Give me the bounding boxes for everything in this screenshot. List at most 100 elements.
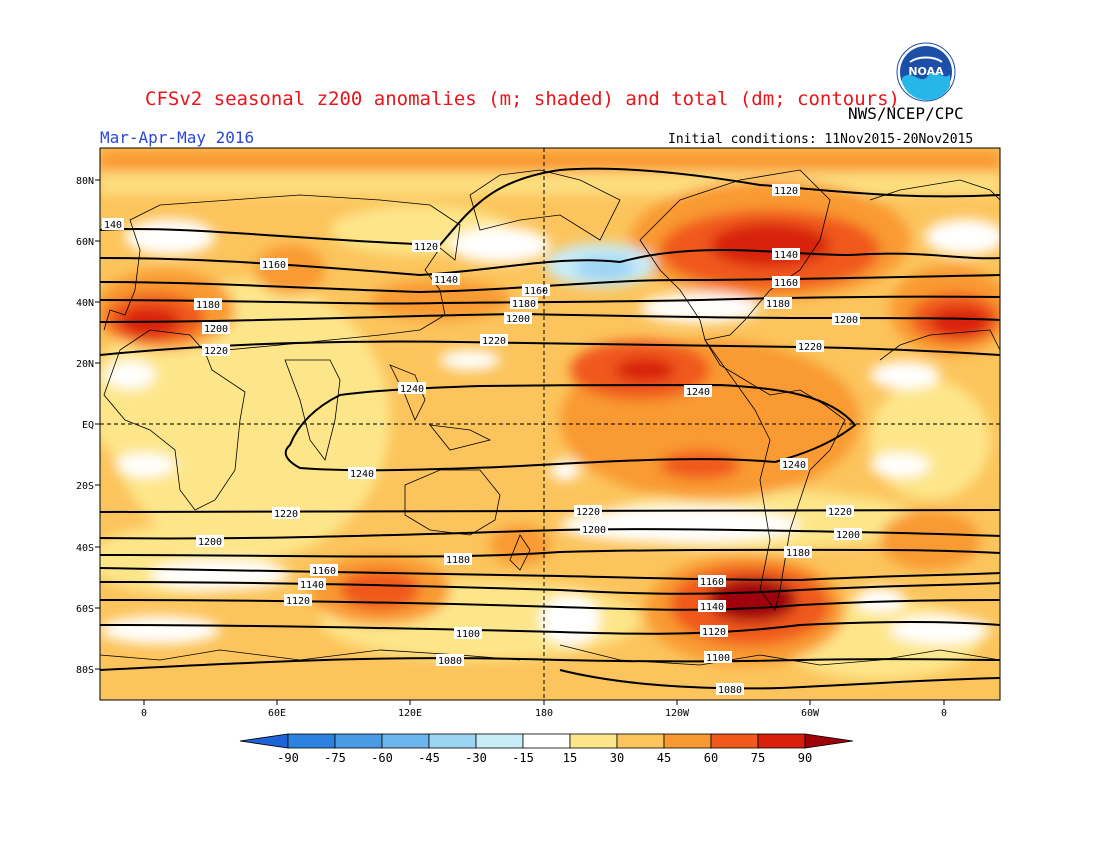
colorbar-arrow-low [239,733,289,749]
lat-label: EQ [82,420,94,431]
svg-text:1180: 1180 [786,548,810,559]
latitude-labels: 80N 60N 40N 20N EQ 20S 40S 60S 80S [76,176,94,676]
contour-label: 1220 [826,505,854,518]
contour-label: 1100 [704,651,732,664]
svg-text:1140: 1140 [700,602,724,613]
svg-text:1200: 1200 [582,525,606,536]
initial-conditions-label: Initial conditions: 11Nov2015-20Nov2015 [668,132,974,147]
lat-label: 80S [76,665,94,676]
svg-text:1180: 1180 [196,300,220,311]
svg-text:1140: 1140 [300,580,324,591]
svg-text:NOAA: NOAA [908,65,944,78]
svg-text:1200: 1200 [506,314,530,325]
contour-label: 1200 [202,322,230,335]
svg-text:1200: 1200 [834,315,858,326]
contour-label: 140 [102,218,124,231]
season-label: Mar-Apr-May 2016 [100,128,255,147]
contour-label: 1080 [716,683,744,696]
colorbar-swatch [334,733,383,749]
svg-text:1160: 1160 [774,278,798,289]
lon-label: 60W [801,708,820,719]
contour-label: 1200 [504,312,532,325]
svg-text:1180: 1180 [512,299,536,310]
contour-label: 1160 [310,564,338,577]
lon-label: 120E [398,708,422,719]
contour-label: 1120 [772,184,800,197]
svg-text:1180: 1180 [446,555,470,566]
colorbar-swatch [522,733,571,749]
contour-label: 1200 [580,523,608,536]
contour-label: 1180 [194,298,222,311]
chart-title: CFSv2 seasonal z200 anomalies (m; shaded… [145,88,900,110]
colorbar-swatch [569,733,618,749]
svg-text:1220: 1220 [274,509,298,520]
contour-label: 1180 [764,297,792,310]
colorbar-label: 60 [704,751,718,765]
svg-text:1200: 1200 [204,324,228,335]
colorbar-label: -15 [512,751,534,765]
contour-label: 1200 [834,528,862,541]
svg-text:1240: 1240 [686,387,710,398]
contour-label: 1240 [780,458,808,471]
svg-text:1140: 1140 [774,250,798,261]
lon-label: 180 [535,708,553,719]
svg-text:1160: 1160 [700,577,724,588]
contour-label: 1220 [480,334,508,347]
contour-label: 1220 [202,344,230,357]
svg-text:1080: 1080 [718,685,742,696]
noaa-logo-icon: NOAA [896,42,956,102]
colorbar-label: -30 [465,751,487,765]
colorbar-label: 30 [610,751,624,765]
svg-text:1220: 1220 [576,507,600,518]
svg-text:1120: 1120 [774,186,798,197]
contour-label: 1200 [196,535,224,548]
contour-label: 1120 [700,625,728,638]
contour-label: 1180 [784,546,812,559]
svg-text:1220: 1220 [798,342,822,353]
lat-label: 20N [76,359,94,370]
svg-text:1160: 1160 [262,260,286,271]
svg-text:1120: 1120 [702,627,726,638]
colorbar-label: -60 [371,751,393,765]
svg-text:1160: 1160 [524,286,548,297]
contour-label: 1240 [348,467,376,480]
svg-text:1100: 1100 [706,653,730,664]
reference-lines [100,148,1000,700]
contour-label: 1240 [684,385,712,398]
colorbar-swatch [710,733,759,749]
colorbar: -90 -75 -60 -45 -30 -15 15 30 45 60 75 90 [239,733,854,765]
svg-text:1200: 1200 [836,530,860,541]
svg-text:1200: 1200 [198,537,222,548]
colorbar-label: 45 [657,751,671,765]
colorbar-label: 15 [563,751,577,765]
colorbar-swatch [428,733,477,749]
contour-label: 1220 [574,505,602,518]
colorbar-swatch [616,733,665,749]
lat-label: 60S [76,604,94,615]
contour-label: 1080 [436,654,464,667]
colorbar-label: -45 [418,751,440,765]
lon-label: 60E [268,708,286,719]
svg-text:1180: 1180 [766,299,790,310]
svg-text:1240: 1240 [350,469,374,480]
svg-text:1240: 1240 [400,384,424,395]
colorbar-label: 90 [798,751,812,765]
svg-text:1080: 1080 [438,656,462,667]
lat-label: 40S [76,543,94,554]
svg-text:1240: 1240 [782,460,806,471]
svg-text:1220: 1220 [828,507,852,518]
contour-label: 1160 [772,276,800,289]
colorbar-swatch [663,733,712,749]
colorbar-label: 75 [751,751,765,765]
colorbar-arrow-high [804,733,854,749]
contour-label: 1220 [796,340,824,353]
org-label: NWS/NCEP/CPC [848,104,964,123]
colorbar-swatch [381,733,430,749]
svg-text:1160: 1160 [312,566,336,577]
colorbar-swatch [287,733,336,749]
svg-text:1120: 1120 [414,242,438,253]
lat-label: 20S [76,481,94,492]
svg-text:140: 140 [104,220,122,231]
contour-label: 1140 [772,248,800,261]
